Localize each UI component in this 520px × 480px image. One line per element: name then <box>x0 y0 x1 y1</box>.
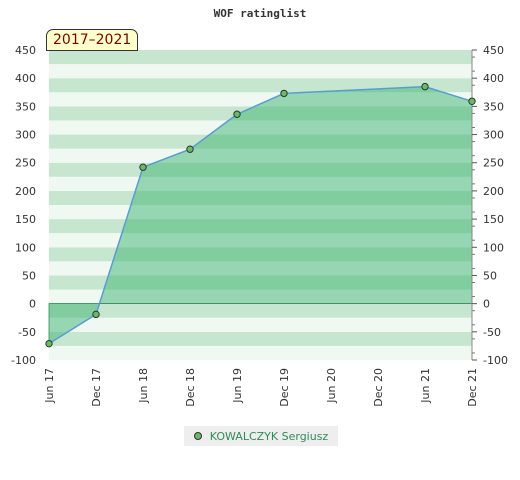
data-point <box>186 145 194 153</box>
data-point <box>139 163 147 171</box>
y-tick-label-left: 300 <box>15 129 36 142</box>
y-tick-label-left: 50 <box>22 269 36 282</box>
x-tick-label: Dec 21 <box>466 368 479 407</box>
y-tick-label-right: -50 <box>483 326 501 339</box>
y-tick-label-right: 300 <box>483 129 504 142</box>
data-point <box>468 97 476 105</box>
y-axis-right: 450 400 350 300 250 200 150 100 50 0 -50 -100 <box>471 44 508 367</box>
x-tick-label: Jun 19 <box>231 368 244 404</box>
data-point <box>92 310 100 319</box>
y-tick-label-left: 150 <box>15 213 36 226</box>
background-band <box>49 345 472 360</box>
y-tick-label-right: -100 <box>483 354 508 367</box>
y-tick-label-right: 450 <box>483 44 504 57</box>
data-point <box>45 339 53 348</box>
y-tick-label-right: 350 <box>483 100 504 113</box>
legend-marker-icon <box>193 432 202 440</box>
legend[interactable]: KOWALCZYK Sergiusz <box>184 426 338 446</box>
y-tick-label-left: 400 <box>15 72 36 85</box>
x-tick-label: Jun 20 <box>325 368 338 404</box>
y-tick-label-right: 150 <box>483 213 504 226</box>
data-point <box>233 110 241 118</box>
legend-series-label: KOWALCZYK Sergiusz <box>209 429 329 443</box>
x-tick-label: Dec 17 <box>90 368 103 407</box>
y-tick-label-left: 100 <box>15 241 36 254</box>
y-tick-label-left: -100 <box>11 354 36 367</box>
series-line <box>48 85 473 345</box>
y-tick-label-left: 350 <box>15 100 36 113</box>
background-band <box>49 303 472 318</box>
y-tick-label-left: 450 <box>15 44 36 57</box>
data-point <box>421 82 429 91</box>
x-tick-label: Dec 20 <box>372 368 385 407</box>
x-tick-label: Jun 21 <box>419 368 432 404</box>
x-tick-label: Jun 17 <box>43 368 56 404</box>
y-tick-label-left: -50 <box>18 326 36 339</box>
y-axis-left: 450 400 350 300 250 200 150 100 50 0 -50 -100 <box>11 44 36 367</box>
period-label: 2017–2021 <box>46 29 139 51</box>
y-tick-label-right: 100 <box>483 241 504 254</box>
y-tick-label-left: 250 <box>15 157 36 170</box>
x-tick-label: Dec 18 <box>184 368 197 407</box>
background-band <box>49 64 472 79</box>
x-tick-label: Dec 19 <box>278 368 291 407</box>
y-tick-label-left: 200 <box>15 185 36 198</box>
data-point <box>280 89 288 98</box>
y-tick-label-right: 0 <box>483 298 490 311</box>
chart-title: WOF ratinglist <box>214 7 307 20</box>
background-band <box>49 317 472 332</box>
x-axis: Jun 17 Dec 17 Jun 18 Dec 18 Jun 19 Dec 19 Jun … <box>43 368 479 407</box>
y-tick-label-right: 250 <box>483 157 504 170</box>
background-band <box>49 331 472 346</box>
x-tick-label: Jun 18 <box>137 368 150 404</box>
background-band <box>49 50 472 65</box>
data-points <box>45 82 476 348</box>
y-tick-label-left: 0 <box>29 298 36 311</box>
y-tick-label-right: 200 <box>483 185 504 198</box>
y-tick-label-right: 50 <box>483 269 497 282</box>
y-tick-label-right: 400 <box>483 72 504 85</box>
